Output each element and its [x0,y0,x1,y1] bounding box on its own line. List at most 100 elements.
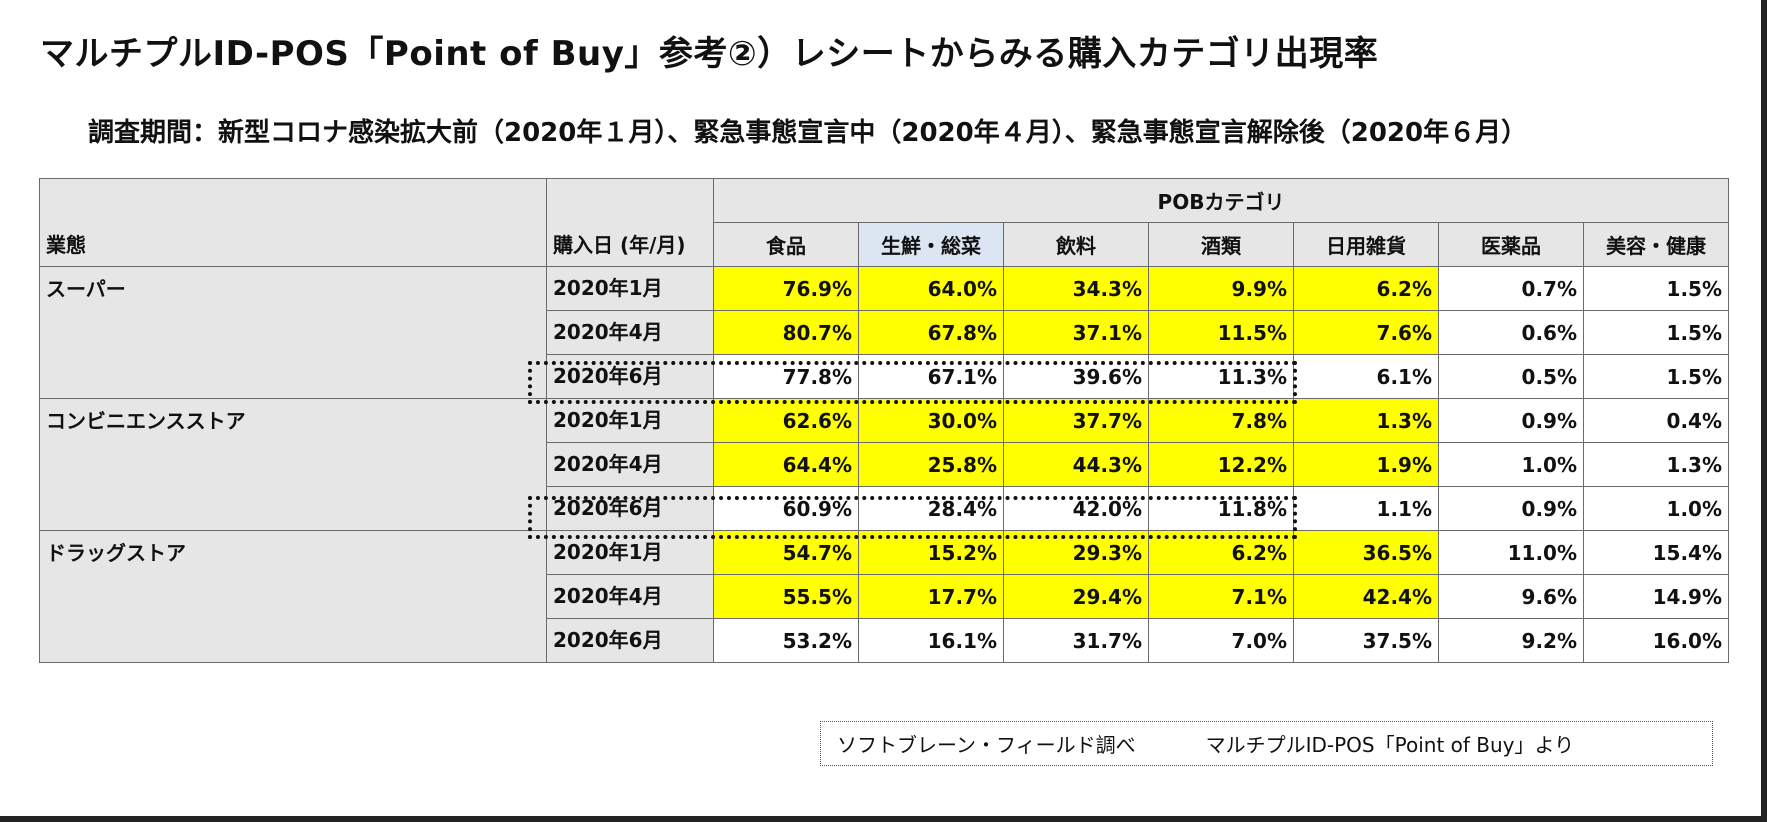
value-cell: 60.9% [713,486,859,531]
value-cell: 9.9% [1148,266,1294,311]
table-row: 2020年6月 60.9% 28.4% 42.0% 11.8% 1.1% 0.9… [40,486,1729,531]
value-cell: 42.4% [1293,574,1439,619]
value-cell: 53.2% [713,618,859,663]
value-cell: 0.9% [1438,486,1584,531]
value-cell: 12.2% [1148,442,1294,487]
value-cell: 6.2% [1148,530,1294,575]
value-cell: 11.8% [1148,486,1294,531]
value-cell: 15.4% [1583,530,1729,575]
value-cell: 9.6% [1438,574,1584,619]
category-group-header: POBカテゴリ [713,178,1729,223]
value-cell: 1.5% [1583,266,1729,311]
value-cell: 36.5% [1293,530,1439,575]
date-cell: 2020年6月 [546,354,714,399]
table-row: 2020年4月 55.5% 17.7% 29.4% 7.1% 42.4% 9.6… [40,574,1729,619]
value-cell: 0.5% [1438,354,1584,399]
value-cell: 14.9% [1583,574,1729,619]
date-header: 購入日 (年/月) [546,178,714,267]
value-cell: 1.5% [1583,354,1729,399]
value-cell: 34.3% [1003,266,1149,311]
date-cell: 2020年4月 [546,442,714,487]
value-cell: 0.7% [1438,266,1584,311]
column-header: 食品 [713,222,859,267]
segment-header: 業態 [39,178,547,267]
value-cell: 31.7% [1003,618,1149,663]
value-cell: 37.7% [1003,398,1149,443]
value-cell: 6.2% [1293,266,1439,311]
column-header: 医薬品 [1438,222,1584,267]
column-header: 日用雑貨 [1293,222,1439,267]
source-note-left: ソフトブレーン・フィールド調べ [837,733,1136,757]
table-row: コンビニエンスストア 2020年1月 62.6% 30.0% 37.7% 7.8… [39,398,1729,531]
column-header: 酒類 [1148,222,1294,267]
value-cell: 7.6% [1293,310,1439,355]
value-cell: 0.4% [1583,398,1729,443]
value-cell: 1.0% [1438,442,1584,487]
value-cell: 80.7% [713,310,859,355]
value-cell: 1.1% [1293,486,1439,531]
page-title: マルチプルID-POS「Point of Buy」参考②）レシートからみる購入カ… [40,34,1379,74]
value-cell: 17.7% [858,574,1004,619]
segment-label: スーパー [39,266,547,399]
segment-label: コンビニエンスストア [39,398,547,531]
value-cell: 76.9% [713,266,859,311]
value-cell: 0.9% [1438,398,1584,443]
value-cell: 44.3% [1003,442,1149,487]
value-cell: 37.1% [1003,310,1149,355]
date-cell: 2020年4月 [546,310,714,355]
value-cell: 11.3% [1148,354,1294,399]
table-row: 2020年4月 64.4% 25.8% 44.3% 12.2% 1.9% 1.0… [40,442,1729,487]
date-cell: 2020年1月 [546,398,714,443]
value-cell: 7.8% [1148,398,1294,443]
date-cell: 2020年1月 [546,266,714,311]
value-cell: 6.1% [1293,354,1439,399]
value-cell: 29.4% [1003,574,1149,619]
value-cell: 16.0% [1583,618,1729,663]
column-header: 生鮮・総菜 [858,222,1004,267]
table-row: スーパー 2020年1月 76.9% 64.0% 34.3% 9.9% 6.2%… [39,266,1729,399]
column-header: 飲料 [1003,222,1149,267]
value-cell: 16.1% [858,618,1004,663]
value-cell: 1.3% [1293,398,1439,443]
value-cell: 29.3% [1003,530,1149,575]
value-cell: 1.3% [1583,442,1729,487]
table-row: 2020年6月 53.2% 16.1% 31.7% 7.0% 37.5% 9.2… [40,618,1729,663]
date-cell: 2020年6月 [546,486,714,531]
segment-label: ドラッグストア [39,530,547,663]
value-cell: 28.4% [858,486,1004,531]
value-cell: 77.8% [713,354,859,399]
value-cell: 67.8% [858,310,1004,355]
value-cell: 1.0% [1583,486,1729,531]
value-cell: 0.6% [1438,310,1584,355]
source-note-right: マルチプルID-POS「Point of Buy」より [1205,733,1575,757]
table-row: ドラッグストア 2020年1月 54.7% 15.2% 29.3% 6.2% 3… [39,530,1729,663]
value-cell: 64.4% [713,442,859,487]
value-cell: 7.0% [1148,618,1294,663]
value-cell: 64.0% [858,266,1004,311]
value-cell: 42.0% [1003,486,1149,531]
value-cell: 62.6% [713,398,859,443]
date-cell: 2020年1月 [546,530,714,575]
value-cell: 39.6% [1003,354,1149,399]
value-cell: 11.5% [1148,310,1294,355]
value-cell: 25.8% [858,442,1004,487]
value-cell: 1.5% [1583,310,1729,355]
value-cell: 67.1% [858,354,1004,399]
value-cell: 15.2% [858,530,1004,575]
value-cell: 30.0% [858,398,1004,443]
table-row: 2020年4月 80.7% 67.8% 37.1% 11.5% 7.6% 0.6… [40,310,1729,355]
date-cell: 2020年4月 [546,574,714,619]
value-cell: 9.2% [1438,618,1584,663]
source-note: ソフトブレーン・フィールド調べ マルチプルID-POS「Point of Buy… [820,721,1713,766]
value-cell: 1.9% [1293,442,1439,487]
column-header: 美容・健康 [1583,222,1729,267]
value-cell: 7.1% [1148,574,1294,619]
value-cell: 37.5% [1293,618,1439,663]
value-cell: 54.7% [713,530,859,575]
survey-period: 調査期間：新型コロナ感染拡大前（2020年１月）、緊急事態宣言中（2020年４月… [88,118,1528,148]
value-cell: 11.0% [1438,530,1584,575]
pob-category-table: 業態 購入日 (年/月) POBカテゴリ 食品 生鮮・総菜 飲料 酒類 日用雑貨… [39,178,1729,663]
date-cell: 2020年6月 [546,618,714,663]
value-cell: 55.5% [713,574,859,619]
